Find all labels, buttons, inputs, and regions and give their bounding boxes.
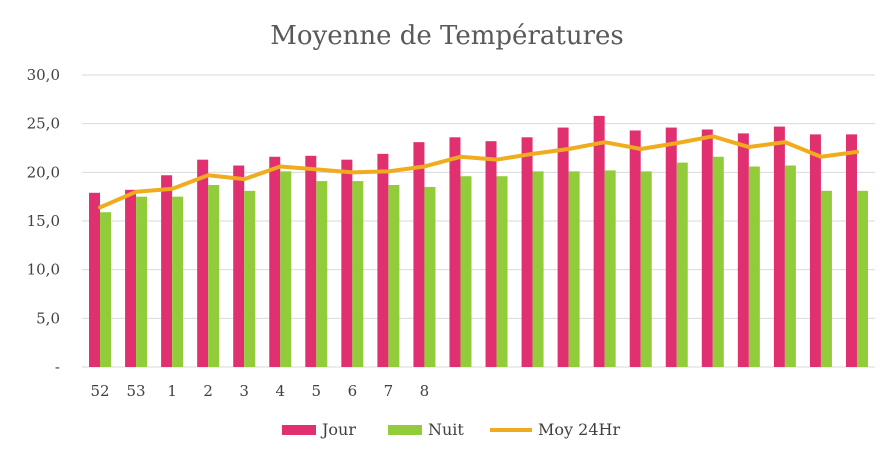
bar-nuit: [352, 181, 364, 367]
x-tick-label: 3: [239, 382, 249, 400]
bar-jour: [449, 137, 461, 367]
y-tick-label: 30,0: [27, 66, 60, 84]
axis-labels: - 5,0 10,0 15,0 20,0 25,0 30,0 52 53 1 2 3 4 5 6 7 8: [27, 66, 430, 400]
bar-jour: [557, 127, 569, 367]
bar-jour: [809, 134, 821, 367]
legend-swatch-jour: [282, 425, 316, 435]
average-line: [98, 134, 859, 210]
x-tick-label: 1: [167, 382, 177, 400]
x-tick-label: 4: [275, 382, 285, 400]
bar-jour: [521, 137, 533, 367]
bar-jour: [377, 153, 389, 367]
bar-nuit: [568, 171, 580, 367]
x-tick-label: 5: [312, 382, 322, 400]
y-tick-label: 25,0: [27, 115, 60, 133]
bar-jour: [269, 156, 281, 367]
bar-jour: [773, 126, 785, 367]
x-tick-label: 8: [420, 382, 430, 400]
legend: Jour Nuit Moy 24Hr: [282, 420, 620, 439]
y-tick-label: 20,0: [27, 163, 60, 181]
bar-nuit: [316, 181, 328, 367]
bar-nuit: [424, 186, 436, 367]
chart-title: Moyenne de Températures: [270, 21, 623, 51]
bars: [89, 115, 868, 367]
bar-jour: [485, 141, 497, 367]
bar-nuit: [460, 176, 472, 367]
bar-jour: [845, 134, 857, 367]
bar-nuit: [784, 165, 796, 367]
bar-nuit: [532, 171, 544, 367]
legend-label-moy-24hr: Moy 24Hr: [538, 420, 620, 439]
bar-jour: [737, 133, 749, 367]
y-tick-label: 10,0: [27, 261, 60, 279]
bar-nuit: [280, 171, 292, 367]
bar-nuit: [244, 190, 256, 367]
bar-jour: [233, 165, 245, 367]
x-tick-label: 6: [348, 382, 358, 400]
bar-nuit: [712, 156, 724, 367]
x-tick-label: 53: [127, 382, 146, 400]
bar-nuit: [856, 190, 868, 367]
legend-swatch-nuit: [388, 425, 422, 435]
bar-nuit: [820, 190, 832, 367]
bar-nuit: [388, 184, 400, 367]
x-tick-label: 7: [384, 382, 394, 400]
y-tick-label: 5,0: [36, 309, 60, 327]
bar-jour: [161, 175, 173, 367]
bar-jour: [89, 192, 101, 367]
x-tick-label: 52: [90, 382, 109, 400]
bar-jour: [593, 115, 605, 367]
bar-nuit: [604, 170, 616, 367]
legend-label-nuit: Nuit: [428, 420, 464, 439]
bar-nuit: [748, 166, 760, 367]
bar-jour: [665, 127, 677, 367]
y-tick-label: 15,0: [27, 212, 60, 230]
bar-jour: [413, 142, 425, 367]
bar-nuit: [136, 196, 148, 367]
y-tick-label: -: [55, 358, 60, 376]
bar-nuit: [496, 176, 508, 367]
legend-label-jour: Jour: [320, 420, 356, 439]
bar-nuit: [172, 196, 184, 367]
bar-jour: [125, 189, 137, 367]
line-moy-24hr: [98, 134, 859, 210]
bar-jour: [197, 159, 209, 367]
bar-jour: [701, 129, 713, 367]
bar-jour: [305, 155, 317, 367]
bar-nuit: [208, 184, 220, 367]
x-tick-label: 2: [203, 382, 213, 400]
bar-nuit: [640, 171, 652, 367]
bar-nuit: [676, 162, 688, 367]
bar-jour: [629, 130, 641, 367]
bar-nuit: [100, 212, 112, 367]
bar-jour: [341, 159, 353, 367]
